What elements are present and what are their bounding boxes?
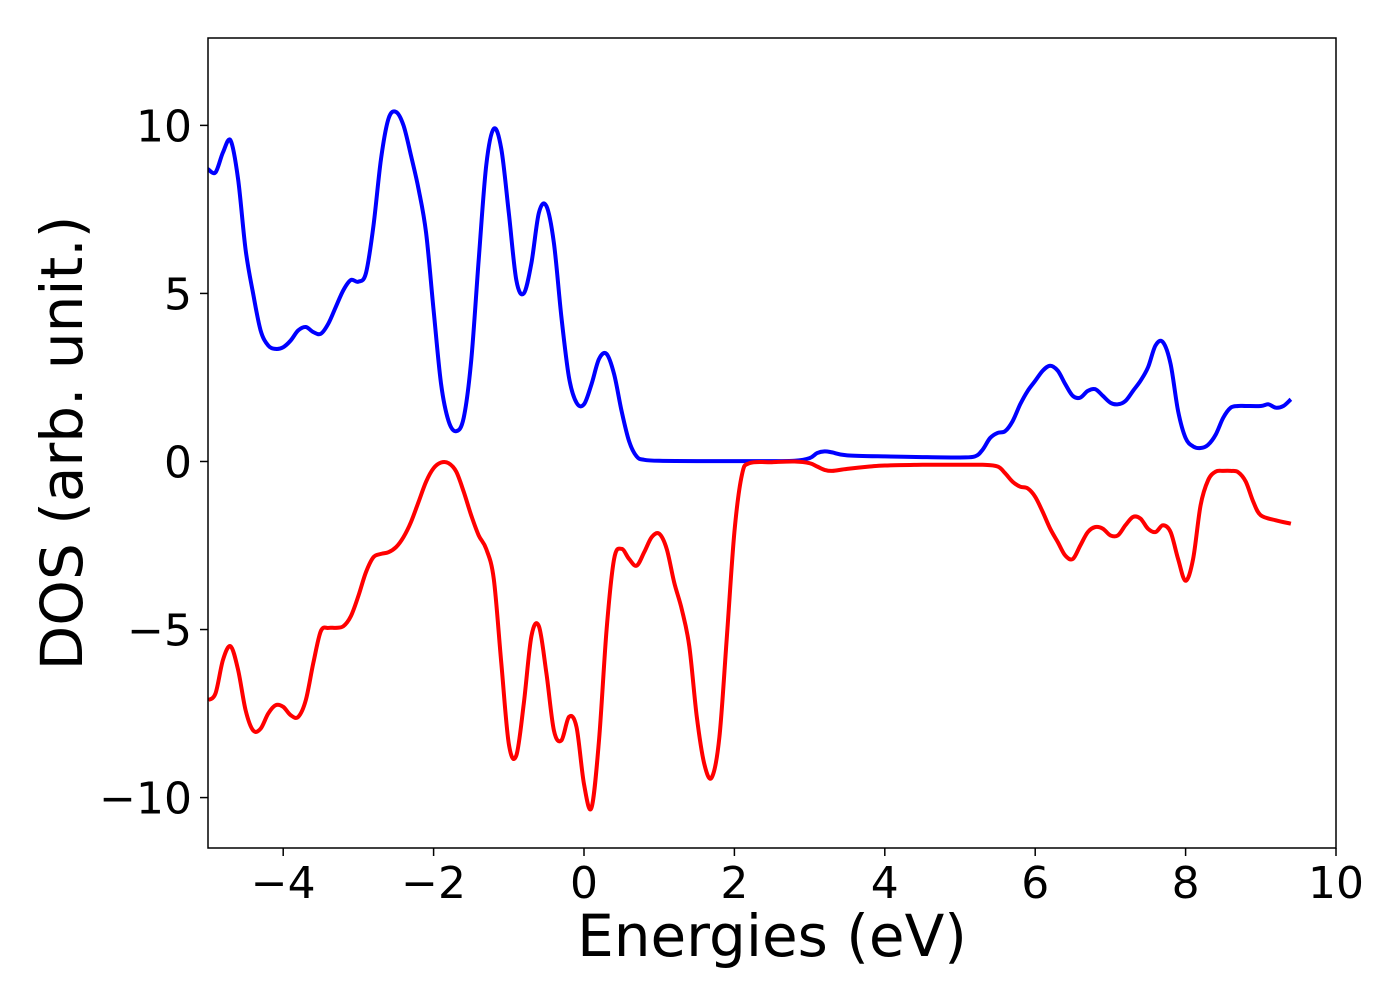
y-tick-label: 10	[136, 101, 192, 152]
series-line-blue	[208, 109, 1293, 464]
x-tick-label: 0	[570, 858, 598, 909]
y-tick-label: −5	[127, 606, 192, 657]
y-axis-label: DOS (arb. unit.)	[28, 216, 96, 671]
x-axis: −4 −2 0 2 4 6 8 10	[251, 848, 1364, 909]
x-tick-label: −2	[401, 858, 466, 909]
x-tick-label: 10	[1308, 858, 1364, 909]
x-tick-label: 4	[871, 858, 899, 909]
y-tick-label: 0	[164, 437, 192, 488]
x-axis-label: Energies (eV)	[577, 902, 967, 970]
y-tick-label: 5	[164, 269, 192, 320]
y-tick-label: −10	[99, 774, 192, 825]
plot-frame	[207, 37, 1337, 849]
x-tick-label: 8	[1172, 858, 1200, 909]
series-layer	[208, 109, 1293, 812]
series-line-red	[208, 459, 1292, 812]
x-tick-label: 6	[1021, 858, 1049, 909]
x-tick-label: 2	[720, 858, 748, 909]
y-axis: −10 −5 0 5 10	[99, 101, 208, 825]
x-tick-label: −4	[251, 858, 316, 909]
